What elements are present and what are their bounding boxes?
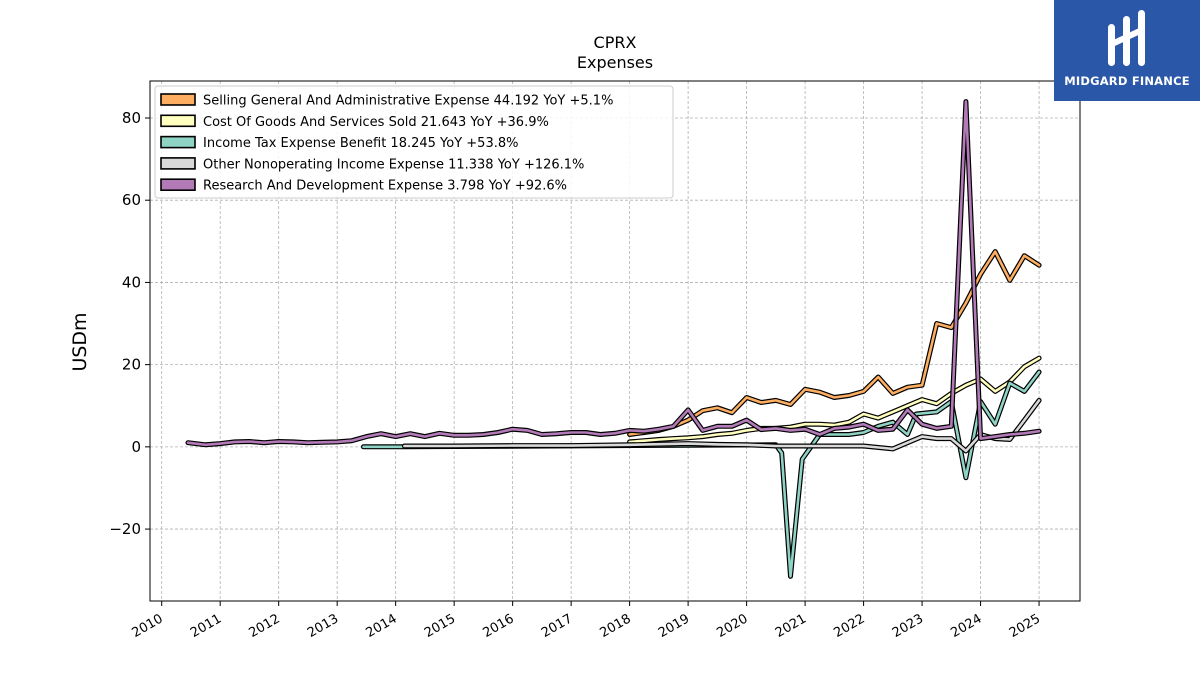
legend-label: Selling General And Administrative Expen… bbox=[203, 94, 613, 109]
legend-swatch bbox=[160, 93, 196, 106]
chart-title: CPRX bbox=[594, 33, 637, 52]
x-tick-label: 2012 bbox=[247, 611, 283, 641]
x-tick-label: 2013 bbox=[305, 611, 341, 641]
legend-swatch bbox=[160, 135, 196, 149]
x-tick-label: 2020 bbox=[714, 611, 750, 641]
legend-swatch bbox=[160, 178, 196, 191]
legend-box bbox=[154, 85, 674, 199]
series-line bbox=[362, 370, 1041, 578]
legend-swatch bbox=[160, 157, 196, 170]
legend-label: Research And Development Expense 3.798 Y… bbox=[203, 179, 567, 194]
x-tick-label: 2017 bbox=[539, 611, 575, 641]
y-tick-label: −20 bbox=[109, 520, 141, 538]
brand-name: MIDGARD FINANCE bbox=[1064, 74, 1190, 88]
series-1 bbox=[627, 355, 1042, 445]
series-0 bbox=[627, 249, 1042, 437]
legend: Selling General And Administrative Expen… bbox=[154, 85, 674, 199]
x-tick-label: 2019 bbox=[656, 611, 692, 641]
x-tick-label: 2011 bbox=[188, 611, 224, 641]
x-tick-label: 2018 bbox=[597, 611, 633, 641]
legend-swatch bbox=[160, 114, 196, 128]
series-2 bbox=[361, 369, 1042, 579]
y-tick-label: 0 bbox=[131, 438, 141, 456]
legend-label: Income Tax Expense Benefit 18.245 YoY +5… bbox=[203, 136, 518, 151]
x-tick-label: 2015 bbox=[422, 611, 458, 641]
y-tick-label: 60 bbox=[122, 191, 141, 209]
x-tick-label: 2014 bbox=[364, 611, 400, 641]
x-tick-label: 2010 bbox=[130, 611, 166, 641]
series-line bbox=[628, 250, 1041, 436]
series-line bbox=[628, 356, 1041, 444]
legend-label: Other Nonoperating Income Expense 11.338… bbox=[203, 157, 584, 172]
x-ticks: 2010 2011 2012 2013 2014 2015 2016 2017 2018 2019… bbox=[130, 601, 1043, 641]
series-layer bbox=[185, 99, 1042, 579]
midgard-logo-icon bbox=[1108, 10, 1145, 66]
y-tick-label: 40 bbox=[122, 273, 141, 291]
series-line bbox=[186, 100, 1041, 447]
legend-label: Cost Of Goods And Services Sold 21.643 Y… bbox=[203, 115, 549, 130]
x-tick-label: 2021 bbox=[773, 611, 809, 641]
x-tick-label: 2022 bbox=[831, 611, 867, 641]
x-tick-label: 2025 bbox=[1007, 611, 1043, 641]
y-tick-label: 80 bbox=[122, 109, 141, 127]
x-tick-label: 2016 bbox=[480, 611, 516, 641]
brand-logo: MIDGARD FINANCE bbox=[1054, 0, 1200, 101]
x-tick-label: 2023 bbox=[890, 611, 926, 641]
y-tick-label: 20 bbox=[122, 356, 141, 374]
y-axis-label: USDm bbox=[69, 312, 91, 371]
chart-subtitle: Expenses bbox=[577, 53, 653, 72]
plot-frame bbox=[149, 80, 1081, 602]
x-tick-label: 2024 bbox=[948, 611, 984, 641]
y-ticks: −20 0 20 40 60 80 bbox=[109, 109, 150, 538]
series-4 bbox=[185, 99, 1042, 448]
